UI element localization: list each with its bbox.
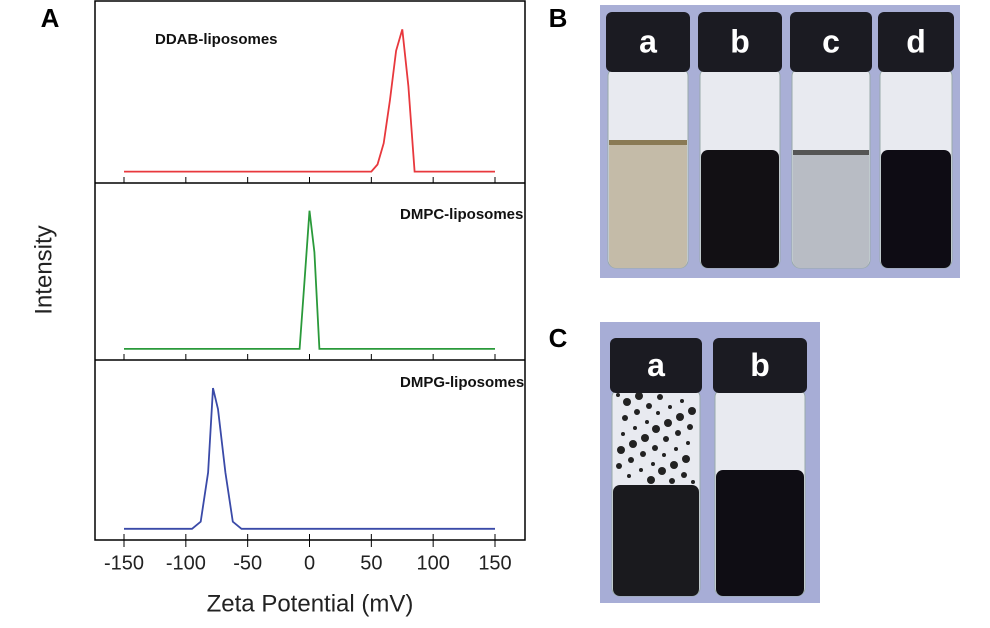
- particle: [651, 462, 655, 466]
- x-tick-label: 150: [478, 552, 511, 574]
- particle: [647, 476, 655, 484]
- particle: [658, 467, 666, 475]
- particle: [664, 419, 672, 427]
- particle: [652, 425, 660, 433]
- particle: [629, 440, 637, 448]
- particle: [628, 457, 634, 463]
- vial-meniscus: [609, 140, 687, 145]
- particle: [686, 441, 690, 445]
- particle: [652, 445, 658, 451]
- vial-label: a: [639, 23, 657, 59]
- particle: [616, 393, 620, 397]
- vial-liquid: [881, 150, 951, 268]
- vial-liquid: [793, 150, 869, 268]
- series-title: DMPG-liposomes: [400, 374, 524, 391]
- particle: [670, 461, 678, 469]
- particle: [640, 451, 646, 457]
- particle: [676, 413, 684, 421]
- particle: [639, 468, 643, 472]
- panel-label: A: [41, 3, 60, 33]
- x-tick-label: 0: [304, 552, 315, 574]
- vial-cap: [713, 338, 807, 393]
- x-tick-label: -150: [104, 552, 144, 574]
- particle: [627, 474, 631, 478]
- panel-label: B: [549, 3, 568, 33]
- particle: [623, 398, 631, 406]
- particle: [663, 436, 669, 442]
- particle: [656, 411, 660, 415]
- vial-liquid: [609, 140, 687, 268]
- vial-cap: [790, 12, 872, 72]
- vial-cap: [610, 338, 702, 393]
- particle: [674, 447, 678, 451]
- vial-cap: [878, 12, 954, 72]
- particle: [634, 409, 640, 415]
- vial-label: d: [906, 23, 926, 59]
- particle: [687, 424, 693, 430]
- particle: [669, 478, 675, 484]
- particle: [675, 430, 681, 436]
- particle: [633, 426, 637, 430]
- vial-liquid: [701, 150, 779, 268]
- particle: [657, 394, 663, 400]
- particle: [680, 399, 684, 403]
- vial-meniscus: [793, 150, 869, 155]
- particle: [646, 403, 652, 409]
- particle: [668, 405, 672, 409]
- panel-label: C: [549, 323, 568, 353]
- vial-label: a: [647, 347, 665, 383]
- data-line: [124, 210, 495, 350]
- particle: [621, 432, 625, 436]
- particle: [691, 480, 695, 484]
- data-line: [124, 29, 495, 173]
- x-tick-label: 50: [360, 552, 382, 574]
- particle: [688, 407, 696, 415]
- y-axis-label: Intensity: [30, 225, 57, 314]
- vial-liquid: [613, 485, 699, 596]
- x-tick-label: -100: [166, 552, 206, 574]
- plot-frame: [94, 0, 526, 541]
- particle: [641, 434, 649, 442]
- vial-cap: [698, 12, 782, 72]
- particle: [682, 455, 690, 463]
- vial-label: b: [750, 347, 770, 383]
- vial-liquid: [716, 470, 804, 596]
- x-axis-label: Zeta Potential (mV): [207, 590, 414, 617]
- particle: [616, 463, 622, 469]
- series-title: DMPC-liposomes: [400, 206, 523, 223]
- data-line: [124, 387, 495, 530]
- vial-label: c: [822, 23, 840, 59]
- x-tick-label: -50: [233, 552, 262, 574]
- vial-cap: [606, 12, 690, 72]
- particle: [662, 453, 666, 457]
- x-tick-label: 100: [416, 552, 449, 574]
- particle: [645, 420, 649, 424]
- vial-label: b: [730, 23, 750, 59]
- particle: [617, 446, 625, 454]
- particle: [681, 472, 687, 478]
- particle: [635, 392, 643, 400]
- series-title: DDAB-liposomes: [155, 31, 278, 48]
- particle: [622, 415, 628, 421]
